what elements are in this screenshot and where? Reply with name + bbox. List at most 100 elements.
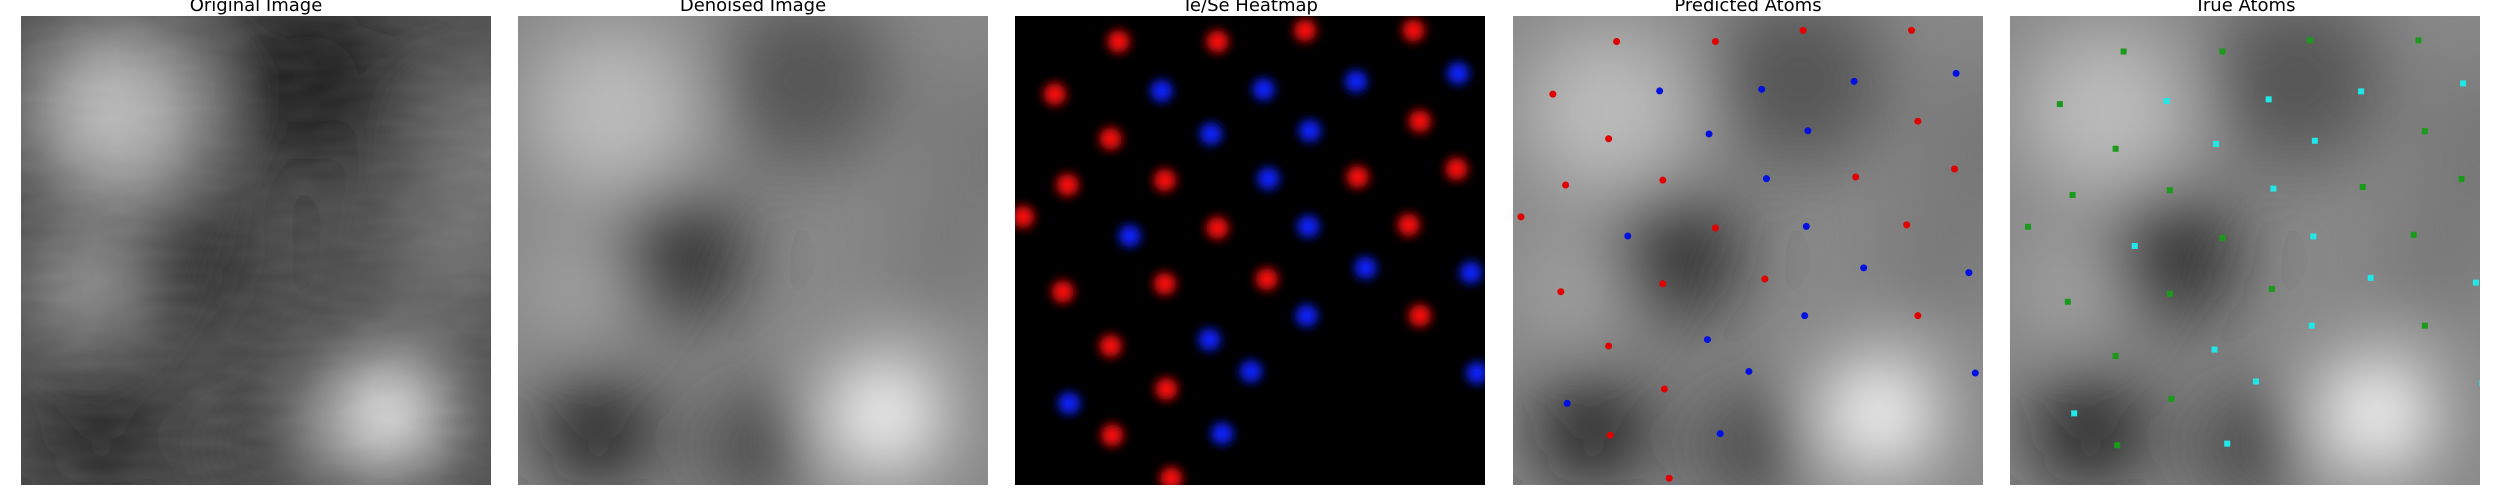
blob: [1886, 197, 1983, 313]
blob: [919, 67, 988, 220]
heat-se: [1118, 224, 1141, 247]
true-te: [2168, 395, 2175, 402]
true-te: [2114, 442, 2121, 449]
true-te: [2024, 223, 2031, 230]
blob: [2025, 239, 2122, 335]
true-te: [2421, 128, 2428, 135]
atom-te: [1914, 312, 1922, 320]
blob: [610, 188, 745, 323]
panel: True Atoms: [2010, 0, 2480, 485]
heat-te: [1408, 304, 1431, 327]
atom-se: [1703, 336, 1711, 344]
heat-se: [1198, 328, 1221, 351]
true-se: [2224, 440, 2231, 447]
blob: [2191, 389, 2307, 485]
true-se: [2308, 322, 2315, 329]
heat-se: [1058, 392, 1081, 415]
atom-se: [1745, 367, 1753, 375]
heat-te: [1099, 127, 1122, 150]
heat-se: [1297, 215, 1320, 238]
heat-te: [1051, 280, 1074, 303]
true-se: [2131, 242, 2138, 249]
true-te: [2415, 37, 2422, 44]
heat-se: [1354, 256, 1377, 279]
panel: Te/Se Heatmap: [1015, 0, 1485, 485]
atom-se: [1758, 85, 1766, 93]
atom-te: [1711, 38, 1719, 46]
atom-se: [1952, 69, 1960, 77]
heat-te: [1099, 334, 1122, 357]
blob: [1914, 67, 1983, 220]
true-se: [2311, 137, 2318, 144]
panel-title: Original Image: [190, 0, 323, 16]
atom-se: [1965, 269, 1973, 277]
panel-title: Predicted Atoms: [1674, 0, 1821, 16]
panel-title: Te/Se Heatmap: [1181, 0, 1318, 16]
panel-image: [1513, 16, 1983, 485]
heat-te: [1294, 19, 1317, 42]
true-se: [2358, 88, 2365, 95]
blob: [1535, 373, 1651, 485]
atom-te: [1659, 176, 1667, 184]
atom-te: [1606, 431, 1614, 439]
true-te: [2112, 352, 2119, 359]
atom-te: [1660, 385, 1668, 393]
true-se: [2071, 410, 2078, 417]
atom-te: [1799, 26, 1807, 34]
heat-se: [1200, 122, 1223, 145]
heat-te: [1402, 19, 1425, 42]
blobs: [527, 16, 988, 485]
atom-se: [1762, 175, 1770, 183]
atom-te: [1852, 173, 1860, 181]
blob: [2032, 373, 2148, 485]
blob: [2210, 16, 2383, 166]
atom-te: [1549, 90, 1557, 98]
blob: [1528, 239, 1625, 335]
blobs: [1522, 16, 1983, 485]
atom-se: [1656, 87, 1664, 95]
true-te: [2359, 183, 2366, 190]
atom-te: [1711, 224, 1719, 232]
atom-se: [1801, 312, 1809, 320]
noise: [21, 16, 491, 485]
heat-te: [1408, 110, 1431, 133]
heat-te: [1206, 217, 1229, 240]
panel-image: [518, 16, 988, 485]
atom-te: [1665, 474, 1673, 482]
true-te: [2064, 298, 2071, 305]
heat-te: [1107, 30, 1130, 53]
blob: [827, 357, 943, 472]
true-se: [2163, 97, 2170, 104]
heat-te: [1255, 268, 1278, 291]
atom-se: [1802, 222, 1810, 230]
heat-te: [1153, 272, 1176, 295]
panel-title: True Atoms: [2194, 0, 2296, 16]
true-te: [2307, 37, 2314, 44]
true-se: [2211, 346, 2218, 353]
true-te: [2268, 286, 2275, 293]
heat-se: [1150, 79, 1173, 102]
blob: [2319, 357, 2435, 472]
true-se: [2252, 378, 2259, 385]
blob: [2383, 197, 2480, 313]
heat-se: [1459, 261, 1482, 284]
true-te: [2458, 176, 2465, 183]
heat-te: [1155, 377, 1178, 400]
panel-image: [21, 16, 491, 485]
true-se: [2460, 80, 2467, 87]
true-te: [2166, 290, 2173, 297]
blob: [891, 197, 988, 313]
heat-se: [1298, 119, 1321, 142]
heat-te: [1153, 169, 1176, 192]
atom-te: [1562, 181, 1570, 189]
atom-te: [1517, 213, 1525, 221]
atom-te: [1605, 342, 1613, 350]
true-te: [2069, 191, 2076, 198]
heat-te: [1015, 205, 1034, 228]
atom-se: [1850, 77, 1858, 85]
blob: [1713, 16, 1886, 166]
blob: [1822, 357, 1938, 472]
heat-te: [1043, 83, 1066, 106]
heat-se: [1252, 78, 1275, 101]
